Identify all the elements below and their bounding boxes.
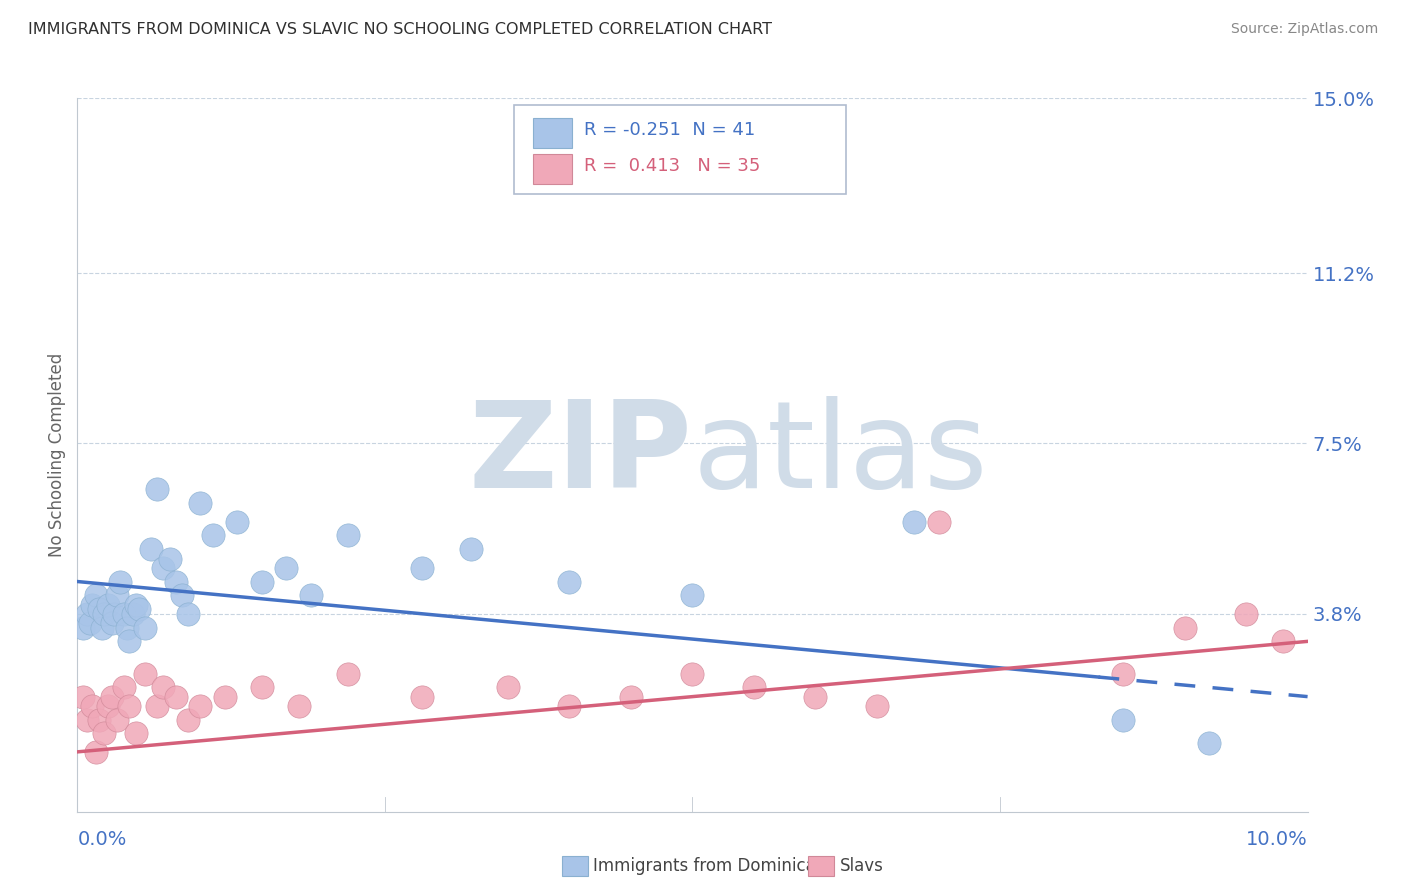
Point [337,528,360,542]
Text: atlas: atlas [693,396,988,514]
Point [103,607,125,621]
Text: Immigrants from Dominica: Immigrants from Dominica [593,857,815,875]
Point [165,574,187,589]
Point [742,681,765,695]
Point [97,598,120,612]
Point [250,681,273,695]
Point [620,690,643,704]
Point [177,607,200,621]
Point [1272,634,1295,648]
Point [82,698,104,713]
Point [188,698,212,713]
Point [84,588,107,602]
Text: Slavs: Slavs [839,857,883,875]
Point [866,698,889,713]
Point [146,698,169,713]
Point [72,690,94,704]
Point [460,542,482,557]
Point [134,621,156,635]
Text: R =  0.413   N = 35: R = 0.413 N = 35 [585,157,761,175]
Point [682,588,704,602]
Point [128,602,150,616]
Point [89,713,111,727]
Point [125,726,148,740]
Point [496,681,519,695]
Point [1234,607,1257,621]
Point [558,698,581,713]
Point [170,588,193,602]
Text: 10.0%: 10.0% [1246,830,1308,849]
Point [411,690,433,704]
Point [1112,713,1135,727]
Text: IMMIGRANTS FROM DOMINICA VS SLAVIC NO SCHOOLING COMPLETED CORRELATION CHART: IMMIGRANTS FROM DOMINICA VS SLAVIC NO SC… [28,22,772,37]
Point [72,621,94,635]
Point [115,621,138,635]
Point [93,607,115,621]
Point [76,607,98,621]
Point [226,515,249,529]
Point [159,551,181,566]
Text: ZIP: ZIP [468,396,693,514]
Point [152,560,174,574]
Point [101,615,124,630]
Point [201,528,224,542]
Point [188,496,212,510]
Point [146,483,169,497]
Point [93,726,115,740]
Point [125,598,148,612]
Point [1112,666,1135,681]
FancyBboxPatch shape [533,153,572,184]
Point [76,713,98,727]
Point [337,666,360,681]
Point [112,607,135,621]
Point [411,560,433,574]
Point [288,698,311,713]
Point [682,666,704,681]
Point [105,713,128,727]
Point [903,515,925,529]
Point [558,574,581,589]
Point [276,560,298,574]
Point [82,598,104,612]
Point [165,690,187,704]
Point [97,698,120,713]
Point [118,634,141,648]
Point [1174,621,1197,635]
FancyBboxPatch shape [515,105,846,194]
Point [1198,736,1220,750]
Point [134,666,156,681]
Point [79,615,101,630]
Point [299,588,322,602]
Point [112,681,135,695]
FancyBboxPatch shape [533,118,572,148]
Text: R = -0.251  N = 41: R = -0.251 N = 41 [585,121,755,139]
Point [804,690,827,704]
Point [928,515,950,529]
Point [141,542,163,557]
Point [214,690,236,704]
Point [110,574,132,589]
Y-axis label: No Schooling Completed: No Schooling Completed [48,353,66,557]
Point [90,621,114,635]
Point [152,681,174,695]
Point [177,713,200,727]
Point [118,698,141,713]
Point [105,588,128,602]
Text: 0.0%: 0.0% [77,830,127,849]
Point [250,574,273,589]
Point [89,602,111,616]
Point [84,745,107,759]
Point [121,607,143,621]
Point [101,690,124,704]
Text: Source: ZipAtlas.com: Source: ZipAtlas.com [1230,22,1378,37]
